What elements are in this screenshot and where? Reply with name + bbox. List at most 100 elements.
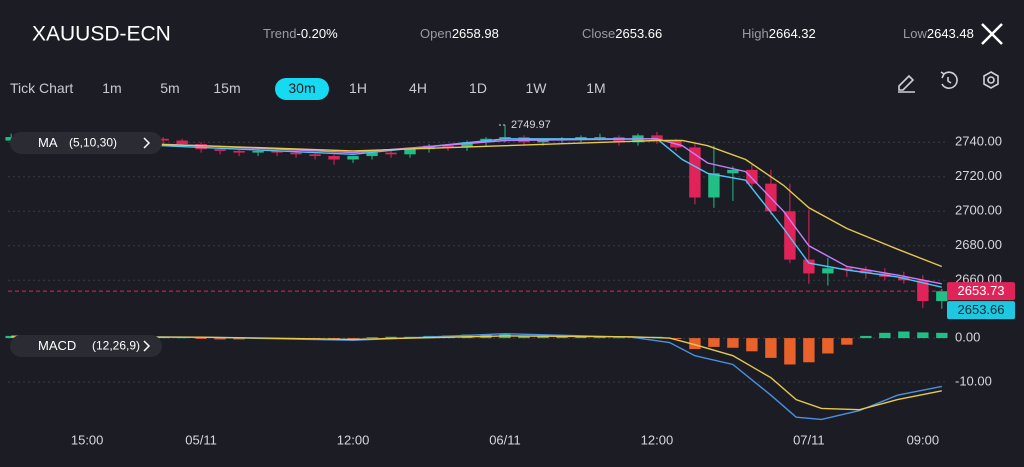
candle-body bbox=[841, 268, 853, 270]
candle-body bbox=[290, 152, 302, 155]
candle-body bbox=[233, 150, 245, 153]
timeframe[interactable]: 15m bbox=[213, 80, 240, 96]
timeframe-bar: Tick Chart 1m 5m 15m 30m 1H 4H 1D 1W 1M bbox=[10, 78, 606, 100]
high: High2664.32 bbox=[742, 26, 816, 41]
settings-icon[interactable] bbox=[983, 71, 999, 89]
candle-body bbox=[366, 152, 378, 157]
candle-body bbox=[309, 154, 321, 157]
candle-body bbox=[195, 143, 207, 150]
low-label: Low bbox=[903, 26, 927, 41]
y-tick-label: 2740.00 bbox=[955, 134, 1002, 149]
close: Close2653.66 bbox=[582, 26, 662, 41]
candle-body bbox=[347, 156, 359, 160]
low: Low2643.48 bbox=[903, 26, 974, 41]
candle-body bbox=[385, 152, 397, 155]
y-tick-label: 0.00 bbox=[955, 330, 980, 345]
macd-bar bbox=[594, 337, 606, 339]
candle-body bbox=[461, 142, 473, 148]
macd-bar bbox=[803, 338, 815, 363]
macd-bar bbox=[765, 338, 777, 358]
ma-chevron bbox=[143, 137, 151, 149]
candle-body bbox=[404, 149, 416, 155]
macd-bar bbox=[822, 338, 834, 354]
candle-body bbox=[176, 140, 188, 144]
macd-bar bbox=[689, 338, 701, 350]
candle-body bbox=[860, 269, 872, 274]
macd-bar bbox=[195, 338, 207, 339]
trend-value: -0.20% bbox=[296, 26, 338, 41]
macd-bar bbox=[5, 335, 17, 339]
macd-bar bbox=[537, 336, 549, 339]
timeframe[interactable]: 30m bbox=[288, 80, 315, 96]
open-label: Open bbox=[420, 26, 452, 41]
price-tag bbox=[947, 301, 1015, 320]
candle-body bbox=[271, 150, 283, 153]
candle-body bbox=[708, 173, 720, 198]
candle-body bbox=[499, 137, 511, 139]
macd-bar bbox=[670, 338, 682, 339]
timeframe[interactable]: 5m bbox=[160, 80, 179, 96]
active-pill bbox=[275, 78, 329, 100]
history-icon[interactable] bbox=[940, 71, 958, 89]
indicator-line bbox=[11, 138, 942, 285]
x-tick-label: 12:00 bbox=[641, 432, 674, 447]
low-value: 2643.48 bbox=[927, 26, 974, 41]
macd-bar bbox=[214, 338, 226, 340]
close-button[interactable] bbox=[981, 23, 1003, 45]
high-label: High bbox=[742, 26, 769, 41]
timeframe[interactable]: 1W bbox=[526, 80, 548, 96]
macd-params: (12,26,9) bbox=[92, 339, 140, 353]
timeframe[interactable]: 1M bbox=[586, 80, 605, 96]
ma-name: MA bbox=[38, 135, 58, 150]
y-tick-label: 2680.00 bbox=[955, 237, 1002, 252]
macd-bar bbox=[784, 338, 796, 365]
macd-bar bbox=[936, 332, 948, 339]
candle-body bbox=[214, 149, 226, 151]
candle-body bbox=[442, 145, 454, 148]
candle-body bbox=[651, 135, 663, 141]
y-tick-label: 2720.00 bbox=[955, 168, 1002, 183]
trend: Trend-0.20% bbox=[263, 26, 338, 41]
timeframe[interactable]: 1m bbox=[102, 80, 121, 96]
y-tick-label: 2700.00 bbox=[955, 203, 1002, 218]
ma-pill[interactable] bbox=[10, 132, 162, 154]
timeframe[interactable]: Tick Chart bbox=[10, 80, 73, 96]
candle-body bbox=[157, 138, 169, 141]
macd-bar bbox=[746, 338, 758, 352]
timeframe[interactable]: 1D bbox=[469, 80, 487, 96]
symbol: XAUUSD-ECN bbox=[32, 23, 171, 46]
macd-bar bbox=[518, 335, 530, 339]
draw-icon[interactable] bbox=[898, 74, 915, 93]
indicator-line bbox=[11, 138, 942, 288]
price-tag-label: 2653.73 bbox=[958, 283, 1005, 298]
macd-bar bbox=[613, 337, 625, 339]
macd-bar bbox=[898, 331, 910, 339]
macd-bar bbox=[366, 337, 378, 339]
candle-body bbox=[575, 137, 587, 139]
price-tag bbox=[947, 282, 1015, 301]
max-label: 2749.97 bbox=[511, 119, 551, 131]
candle-body bbox=[727, 169, 739, 174]
x-tick-label: 07/11 bbox=[793, 432, 825, 447]
candle-body bbox=[423, 145, 435, 150]
candle-body bbox=[803, 259, 815, 274]
macd-bar bbox=[841, 338, 853, 345]
close-label: Close bbox=[582, 26, 615, 41]
candle-body bbox=[252, 150, 264, 153]
x-tick-label: 15:00 bbox=[71, 432, 104, 447]
macd-pill[interactable] bbox=[10, 335, 162, 357]
candle-body bbox=[917, 280, 929, 302]
candle-body bbox=[784, 211, 796, 260]
candle-body bbox=[328, 156, 340, 160]
timeframe[interactable]: 1H bbox=[349, 80, 367, 96]
macd-bar bbox=[385, 336, 397, 339]
x-tick-label: 12:00 bbox=[337, 432, 370, 447]
candle-body bbox=[594, 137, 606, 139]
candle-body bbox=[537, 140, 549, 143]
timeframe[interactable]: 4H bbox=[409, 80, 427, 96]
macd-bar bbox=[860, 335, 872, 339]
x-tick-label: 09:00 bbox=[907, 432, 940, 447]
trend-label: Trend bbox=[263, 26, 296, 41]
macd-bar bbox=[176, 337, 188, 339]
